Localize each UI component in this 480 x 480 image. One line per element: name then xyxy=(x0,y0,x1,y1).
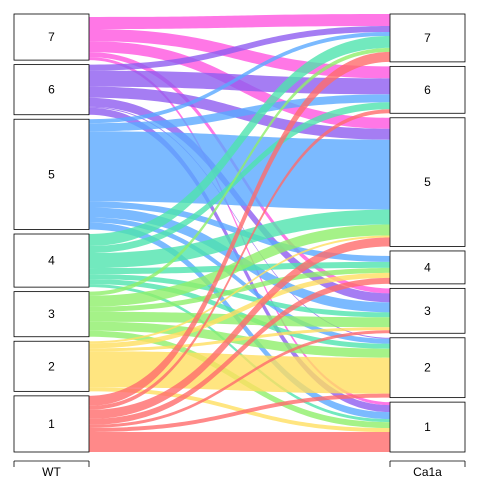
axis-layer: WT Ca1a xyxy=(13,460,466,479)
flow-2-to-4 xyxy=(89,272,390,349)
flow-3-to-5 xyxy=(89,224,390,307)
flow-6-to-7 xyxy=(89,25,390,71)
left-stratum-4 xyxy=(13,233,90,288)
right-stratum-label-3: 3 xyxy=(424,304,431,318)
flow-4-to-5 xyxy=(89,209,390,269)
left-stratum-label-7: 7 xyxy=(48,30,55,44)
right-stratum-7 xyxy=(389,13,466,63)
right-stratum-label-6: 6 xyxy=(424,83,431,97)
left-stratum-1 xyxy=(13,395,90,453)
flow-3-to-7 xyxy=(89,47,390,296)
flow-4-to-6 xyxy=(89,102,390,254)
flow-3-to-3 xyxy=(89,311,390,328)
flows-layer xyxy=(89,14,390,452)
flow-1-to-3 xyxy=(89,330,390,428)
left-stratum-2 xyxy=(13,340,90,392)
left-stratum-5 xyxy=(13,118,90,230)
flow-1-to-7 xyxy=(89,51,390,406)
flow-1-to-6 xyxy=(89,109,390,410)
right-stratum-label-7: 7 xyxy=(424,31,431,45)
right-stratum-label-1: 1 xyxy=(424,420,431,434)
flow-6-to-2 xyxy=(89,106,390,339)
right-stratum-label-2: 2 xyxy=(424,361,431,375)
strata-layer: 1 2 3 4 5 6 7 1 2 3 4 5 6 7 xyxy=(13,13,466,453)
right-axis-label: Ca1a xyxy=(413,465,442,479)
flow-1-to-1 xyxy=(89,431,390,452)
flow-2-to-5 xyxy=(89,235,390,344)
flow-5-to-7 xyxy=(89,31,390,124)
right-stratum-3 xyxy=(389,287,466,334)
left-stratum-label-1: 1 xyxy=(48,417,55,431)
flow-1-to-2 xyxy=(89,393,390,432)
flow-4-to-7 xyxy=(89,35,390,247)
right-stratum-6 xyxy=(389,65,466,114)
right-stratum-5 xyxy=(389,117,466,247)
left-stratum-label-6: 6 xyxy=(48,83,55,97)
left-stratum-label-3: 3 xyxy=(48,307,55,321)
flow-4-to-3 xyxy=(89,274,390,318)
right-stratum-2 xyxy=(389,337,466,399)
flow-5-to-2 xyxy=(89,217,390,344)
left-axis-label: WT xyxy=(42,465,61,479)
flow-7-to-7 xyxy=(89,14,390,30)
right-stratum-1 xyxy=(389,401,466,453)
left-stratum-6 xyxy=(13,64,90,116)
right-stratum-label-5: 5 xyxy=(424,175,431,189)
flow-1-to-5 xyxy=(89,237,390,419)
right-stratum-4 xyxy=(389,250,466,285)
flow-2-to-1 xyxy=(89,387,390,433)
flow-4-to-2 xyxy=(89,279,390,349)
flow-2-to-3 xyxy=(89,327,390,352)
left-stratum-label-4: 4 xyxy=(48,254,55,268)
flow-5-to-6 xyxy=(89,94,390,132)
left-stratum-3 xyxy=(13,291,90,338)
left-stratum-label-2: 2 xyxy=(48,359,55,373)
flow-1-to-4 xyxy=(89,277,390,425)
left-stratum-label-5: 5 xyxy=(48,167,55,181)
left-stratum-7 xyxy=(13,13,90,61)
right-stratum-label-4: 4 xyxy=(424,260,431,274)
